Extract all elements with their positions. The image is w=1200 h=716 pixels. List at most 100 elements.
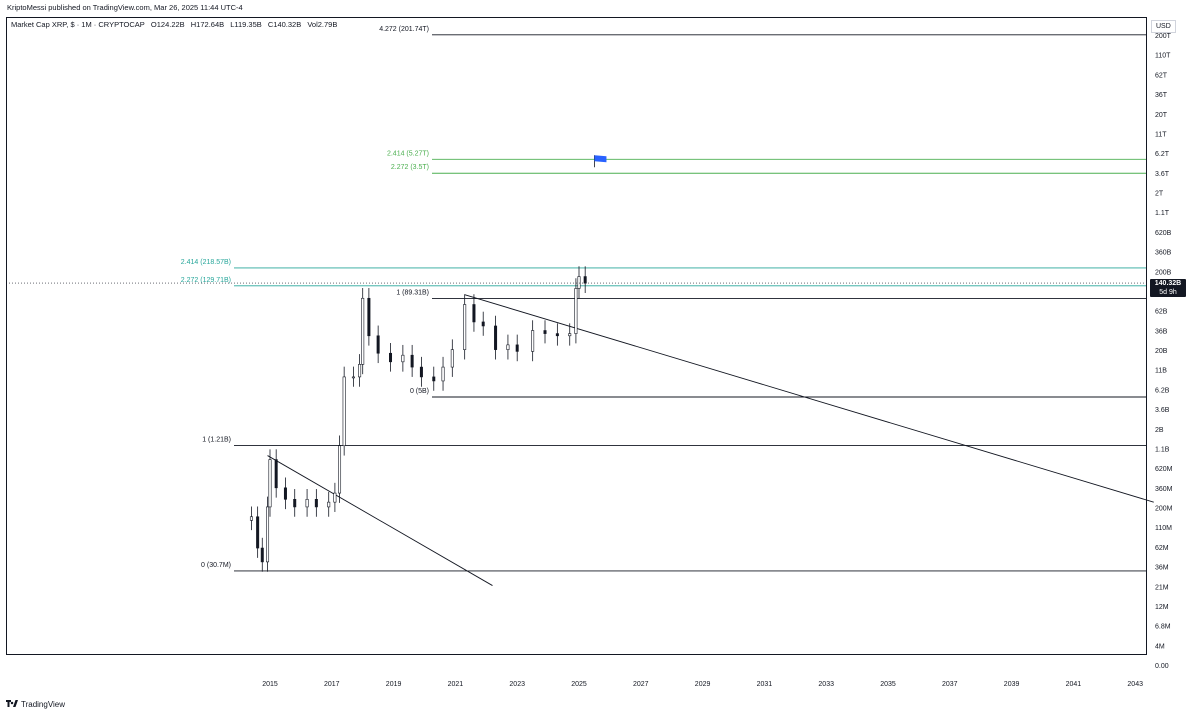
y-tick-label: 11T [1155,131,1167,138]
fib-level-label: 0 (30.7M) [201,562,231,569]
x-tick-label: 2017 [324,681,340,688]
candle-body [481,321,485,327]
candle-body [389,352,393,363]
fib-level-label: 4.272 (201.74T) [379,26,429,33]
flag-icon [594,155,607,163]
candle-body [338,445,342,494]
trendline [267,455,493,586]
y-tick-label: 6.8M [1155,624,1171,631]
fib-level-label: 0 (5B) [410,388,429,395]
y-tick-label: 36B [1155,328,1168,335]
y-tick-label: 20B [1155,348,1168,355]
close-value: C140.32B [267,20,302,29]
x-tick-label: 2027 [633,681,649,688]
y-tick-label: 200T [1155,33,1172,40]
fib-level-label: 2.414 (218.57B) [181,259,231,266]
x-tick-label: 2025 [571,681,587,688]
tradingview-logo-icon [6,700,18,707]
x-tick-label: 2035 [880,681,896,688]
candle-body [305,499,309,508]
open-value: O124.22B [150,20,185,29]
candle-body [472,304,476,323]
x-tick-label: 2041 [1066,681,1082,688]
y-tick-label: 21M [1155,584,1169,591]
y-tick-label: 360M [1155,486,1173,493]
y-tick-label: 20T [1155,112,1168,119]
candle-body [401,354,405,363]
fib-level-label: 2.272 (3.5T) [391,164,429,171]
candle-body [342,376,346,447]
candle-body [266,506,270,563]
y-tick-label: 3.6B [1155,407,1170,414]
y-tick-label: 2B [1155,427,1164,434]
fib-level-label: 1 (89.31B) [396,290,429,297]
candle-body [260,547,264,563]
publish-caption: KriptoMessi published on TradingView.com… [7,3,243,12]
candle-body [314,499,318,508]
candle-body [450,349,454,368]
y-tick-label: 620B [1155,230,1172,237]
candle-body [506,344,510,350]
y-tick-label: 200B [1155,269,1172,276]
candle-body [543,330,547,334]
y-tick-label: 36M [1155,565,1169,572]
low-value: L119.35B [230,20,262,29]
candle-body [361,297,365,365]
candle-countdown: 5d 9h [1159,289,1177,296]
x-tick-label: 2033 [818,681,834,688]
x-tick-label: 2029 [695,681,711,688]
candle-body [577,276,581,289]
y-tick-label: 0.00 [1155,663,1169,670]
x-tick-label: 2021 [448,681,464,688]
candle-body [419,366,423,378]
y-tick-label: 62M [1155,545,1169,552]
y-tick-label: 1.1B [1155,446,1170,453]
candle-body [574,288,578,334]
current-price-tag: 140.32B 5d 9h [1150,279,1186,297]
candle-body [583,276,587,284]
candle-body [515,344,519,352]
x-tick-label: 2039 [1004,681,1020,688]
currency-button[interactable]: USD [1151,20,1176,33]
y-tick-label: 62T [1155,72,1168,79]
y-tick-label: 1.1T [1155,210,1170,217]
candle-body [327,501,331,508]
y-tick-label: 3.6T [1155,171,1170,178]
candle-body [367,297,371,337]
candle-body [274,459,278,489]
volume-value: Vol2.79B [307,20,338,29]
y-tick-label: 110T [1155,53,1171,60]
symbol-legend: Market Cap XRP, $ · 1M · CRYPTOCAP O124.… [11,20,341,29]
y-tick-label: 360B [1155,250,1172,257]
trendline [464,294,1154,503]
candle-body [283,487,287,500]
candle-body [463,304,467,350]
candle-body [568,333,572,337]
fib-level-label: 2.414 (5.27T) [387,150,429,157]
current-price-value: 140.32B [1154,280,1182,287]
y-tick-label: 12M [1155,604,1169,611]
candle-body [410,354,414,368]
y-tick-label: 36T [1155,92,1168,99]
brand-name: TradingView [21,700,66,709]
x-tick-label: 2019 [386,681,402,688]
y-tick-label: 2T [1155,191,1164,198]
high-value: H172.64B [190,20,225,29]
candle-body [268,459,272,508]
candle-body [531,330,535,352]
x-tick-label: 2023 [509,681,525,688]
candle-body [376,335,380,354]
x-tick-label: 2037 [942,681,958,688]
chart-pane[interactable] [6,17,1147,655]
y-tick-label: 620M [1155,466,1173,473]
y-tick-label: 4M [1155,643,1165,650]
fib-level-label: 1 (1.21B) [202,436,231,443]
candle-body [256,516,260,549]
x-tick-label: 2031 [757,681,773,688]
y-tick-label: 6.2B [1155,387,1170,394]
symbol-name[interactable]: Market Cap XRP, $ · 1M · CRYPTOCAP [11,20,145,29]
candle-body [249,516,253,521]
x-tick-label: 2043 [1127,681,1143,688]
x-tick-label: 2015 [262,681,278,688]
